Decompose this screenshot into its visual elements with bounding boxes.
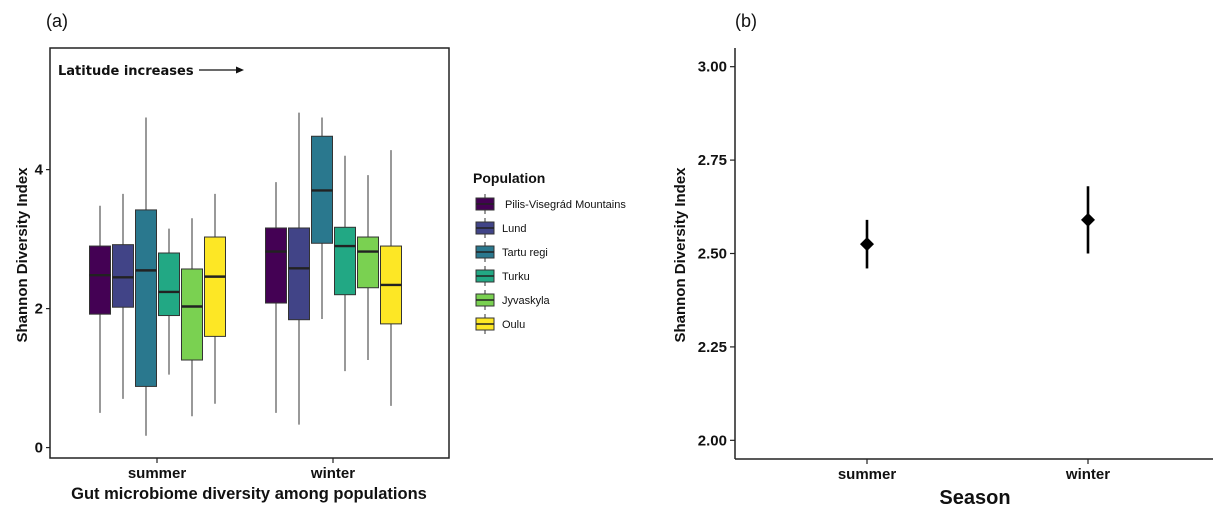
legend-item-turku: Turku — [475, 266, 530, 286]
y-tick-label: 4 — [35, 162, 44, 179]
panel-a-x-axis-title: Gut microbiome diversity among populatio… — [71, 485, 427, 503]
panel-a-legend: Population Pilis-Visegrád Mountains Lund T… — [473, 170, 626, 334]
panel-b-x-ticks: summer winter — [838, 459, 1110, 483]
y-tick-label: 2.50 — [698, 246, 727, 263]
box-body — [158, 252, 180, 317]
legend-item-pilis-visegr-d-mountains: Pilis-Visegrád Mountains — [475, 194, 626, 214]
legend-label: Jyvaskyla — [502, 295, 551, 307]
box-jyvaskyla-winter — [357, 175, 379, 361]
y-tick-label: 2.25 — [698, 339, 727, 356]
box-body — [135, 209, 157, 387]
box-oulu-winter — [380, 150, 402, 406]
x-tick-label: winter — [1065, 466, 1110, 483]
box-turku-winter — [334, 155, 356, 372]
panel-b-y-axis-title: Shannon Diversity Index — [672, 167, 689, 343]
box-body — [112, 244, 134, 308]
panel-a: (a) Latitude increases 024 summer winter … — [14, 11, 626, 503]
panel-b-points — [860, 186, 1095, 269]
panel-a-x-ticks: summer winter — [128, 458, 355, 482]
legend-label: Tartu regi — [502, 247, 548, 259]
box-body — [357, 236, 379, 289]
panel-a-y-axis-title: Shannon Diversity Index — [14, 167, 31, 343]
panel-b-x-axis-title: Season — [939, 487, 1010, 508]
panel-a-plot-frame — [49, 47, 450, 459]
diamond-marker — [1081, 212, 1095, 227]
latitude-arrow-icon — [199, 66, 244, 74]
panel-a-label: (a) — [46, 11, 68, 31]
x-tick-label: winter — [310, 465, 355, 482]
box-turku-summer — [158, 228, 180, 375]
y-tick-label: 2 — [35, 301, 43, 318]
diamond-marker — [860, 237, 874, 252]
y-tick-label: 0 — [35, 440, 43, 457]
panel-b: (b) 2.00 2.25 2.50 2.75 3.00 summer winter Sh… — [672, 11, 1213, 508]
legend-label: Turku — [502, 271, 530, 283]
legend-item-tartu-regi: Tartu regi — [475, 242, 548, 262]
box-body — [89, 245, 111, 315]
box-tartu-regi-winter — [311, 117, 333, 320]
panel-b-label: (b) — [735, 11, 757, 31]
box-body — [288, 227, 310, 321]
y-tick-label: 2.75 — [698, 152, 727, 169]
point-winter — [1081, 186, 1095, 254]
box-oulu-summer — [204, 193, 226, 404]
box-body — [265, 227, 287, 304]
y-tick-label: 3.00 — [698, 59, 727, 76]
box-lund-winter — [288, 112, 310, 425]
box-pilis-visegr-d-mountains-winter — [265, 182, 287, 413]
legend-label: Lund — [502, 223, 526, 235]
box-body — [204, 236, 226, 337]
panel-b-y-ticks: 2.00 2.25 2.50 2.75 3.00 — [698, 59, 735, 449]
box-lund-summer — [112, 193, 134, 399]
box-body — [334, 226, 356, 296]
legend-item-lund: Lund — [475, 218, 526, 238]
legend-label: Pilis-Visegrád Mountains — [505, 199, 626, 211]
panel-a-y-ticks: 0 2 4 — [35, 162, 50, 457]
box-pilis-visegr-d-mountains-summer — [89, 205, 111, 413]
box-tartu-regi-summer — [135, 117, 157, 436]
box-body — [181, 268, 203, 361]
legend-item-jyvaskyla: Jyvaskyla — [475, 290, 551, 310]
latitude-annotation: Latitude increases — [58, 64, 194, 79]
panel-a-boxes — [89, 112, 402, 436]
legend-title: Population — [473, 170, 545, 186]
legend-label: Oulu — [502, 319, 525, 331]
y-tick-label: 2.00 — [698, 432, 727, 449]
legend-item-oulu: Oulu — [475, 314, 525, 334]
point-summer — [860, 219, 874, 269]
x-tick-label: summer — [838, 466, 897, 483]
x-tick-label: summer — [128, 465, 187, 482]
box-jyvaskyla-summer — [181, 218, 203, 417]
